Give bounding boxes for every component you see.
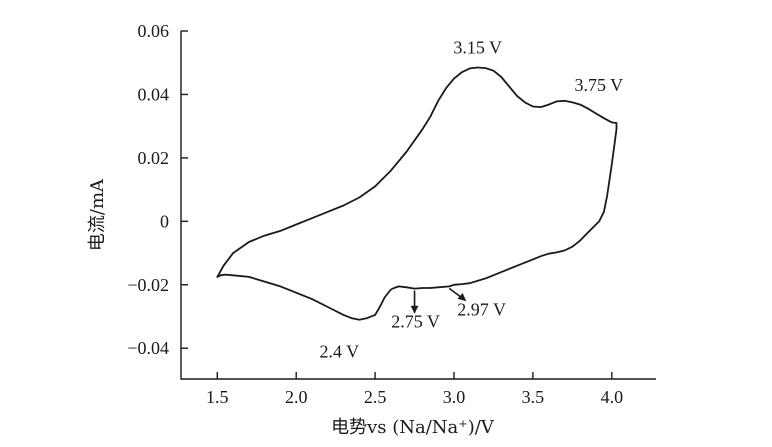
- annotation-label: 2.75 V: [391, 312, 440, 332]
- x-tick-label: 3.5: [522, 387, 545, 407]
- axis-frame: [180, 31, 656, 380]
- y-tick-label: 0.04: [138, 84, 170, 104]
- x-tick-label: 2.0: [285, 387, 308, 407]
- series-layer: [216, 66, 618, 321]
- arrow-head-icon: [457, 292, 467, 302]
- ticks: 1.5 2.0 2.5 3.0 3.5 4.0 −0.04 −0.02 0 0.02 0.04 0.0…: [127, 21, 623, 407]
- x-tick-label: 1.5: [206, 387, 229, 407]
- y-tick-label: −0.02: [127, 275, 169, 295]
- x-tick-label: 4.0: [601, 387, 624, 407]
- axes: 电势vs (Na/Na⁺)/V 电流/mA: [87, 31, 656, 438]
- x-tick-label: 3.0: [443, 387, 466, 407]
- cv-curve: [216, 66, 618, 321]
- arrow-head-icon: [410, 305, 419, 314]
- x-tick-label: 2.5: [364, 387, 387, 407]
- x-axis-title: 电势vs (Na/Na⁺)/V: [331, 417, 495, 438]
- annotation-label: 3.15 V: [453, 37, 502, 57]
- y-tick-label: −0.04: [127, 338, 169, 358]
- annotation-label: 2.97 V: [457, 299, 506, 319]
- annotation-label: 3.75 V: [574, 75, 623, 95]
- y-tick-label: 0.02: [138, 148, 170, 168]
- y-tick-label: 0.06: [138, 21, 170, 41]
- y-tick-label: 0: [160, 211, 169, 231]
- annotations-layer: 3.15 V 3.75 V 2.4 V 2.75 V 2.97 V: [319, 37, 623, 361]
- annotation-label: 2.4 V: [319, 342, 359, 362]
- y-axis-title: 电流/mA: [87, 178, 108, 251]
